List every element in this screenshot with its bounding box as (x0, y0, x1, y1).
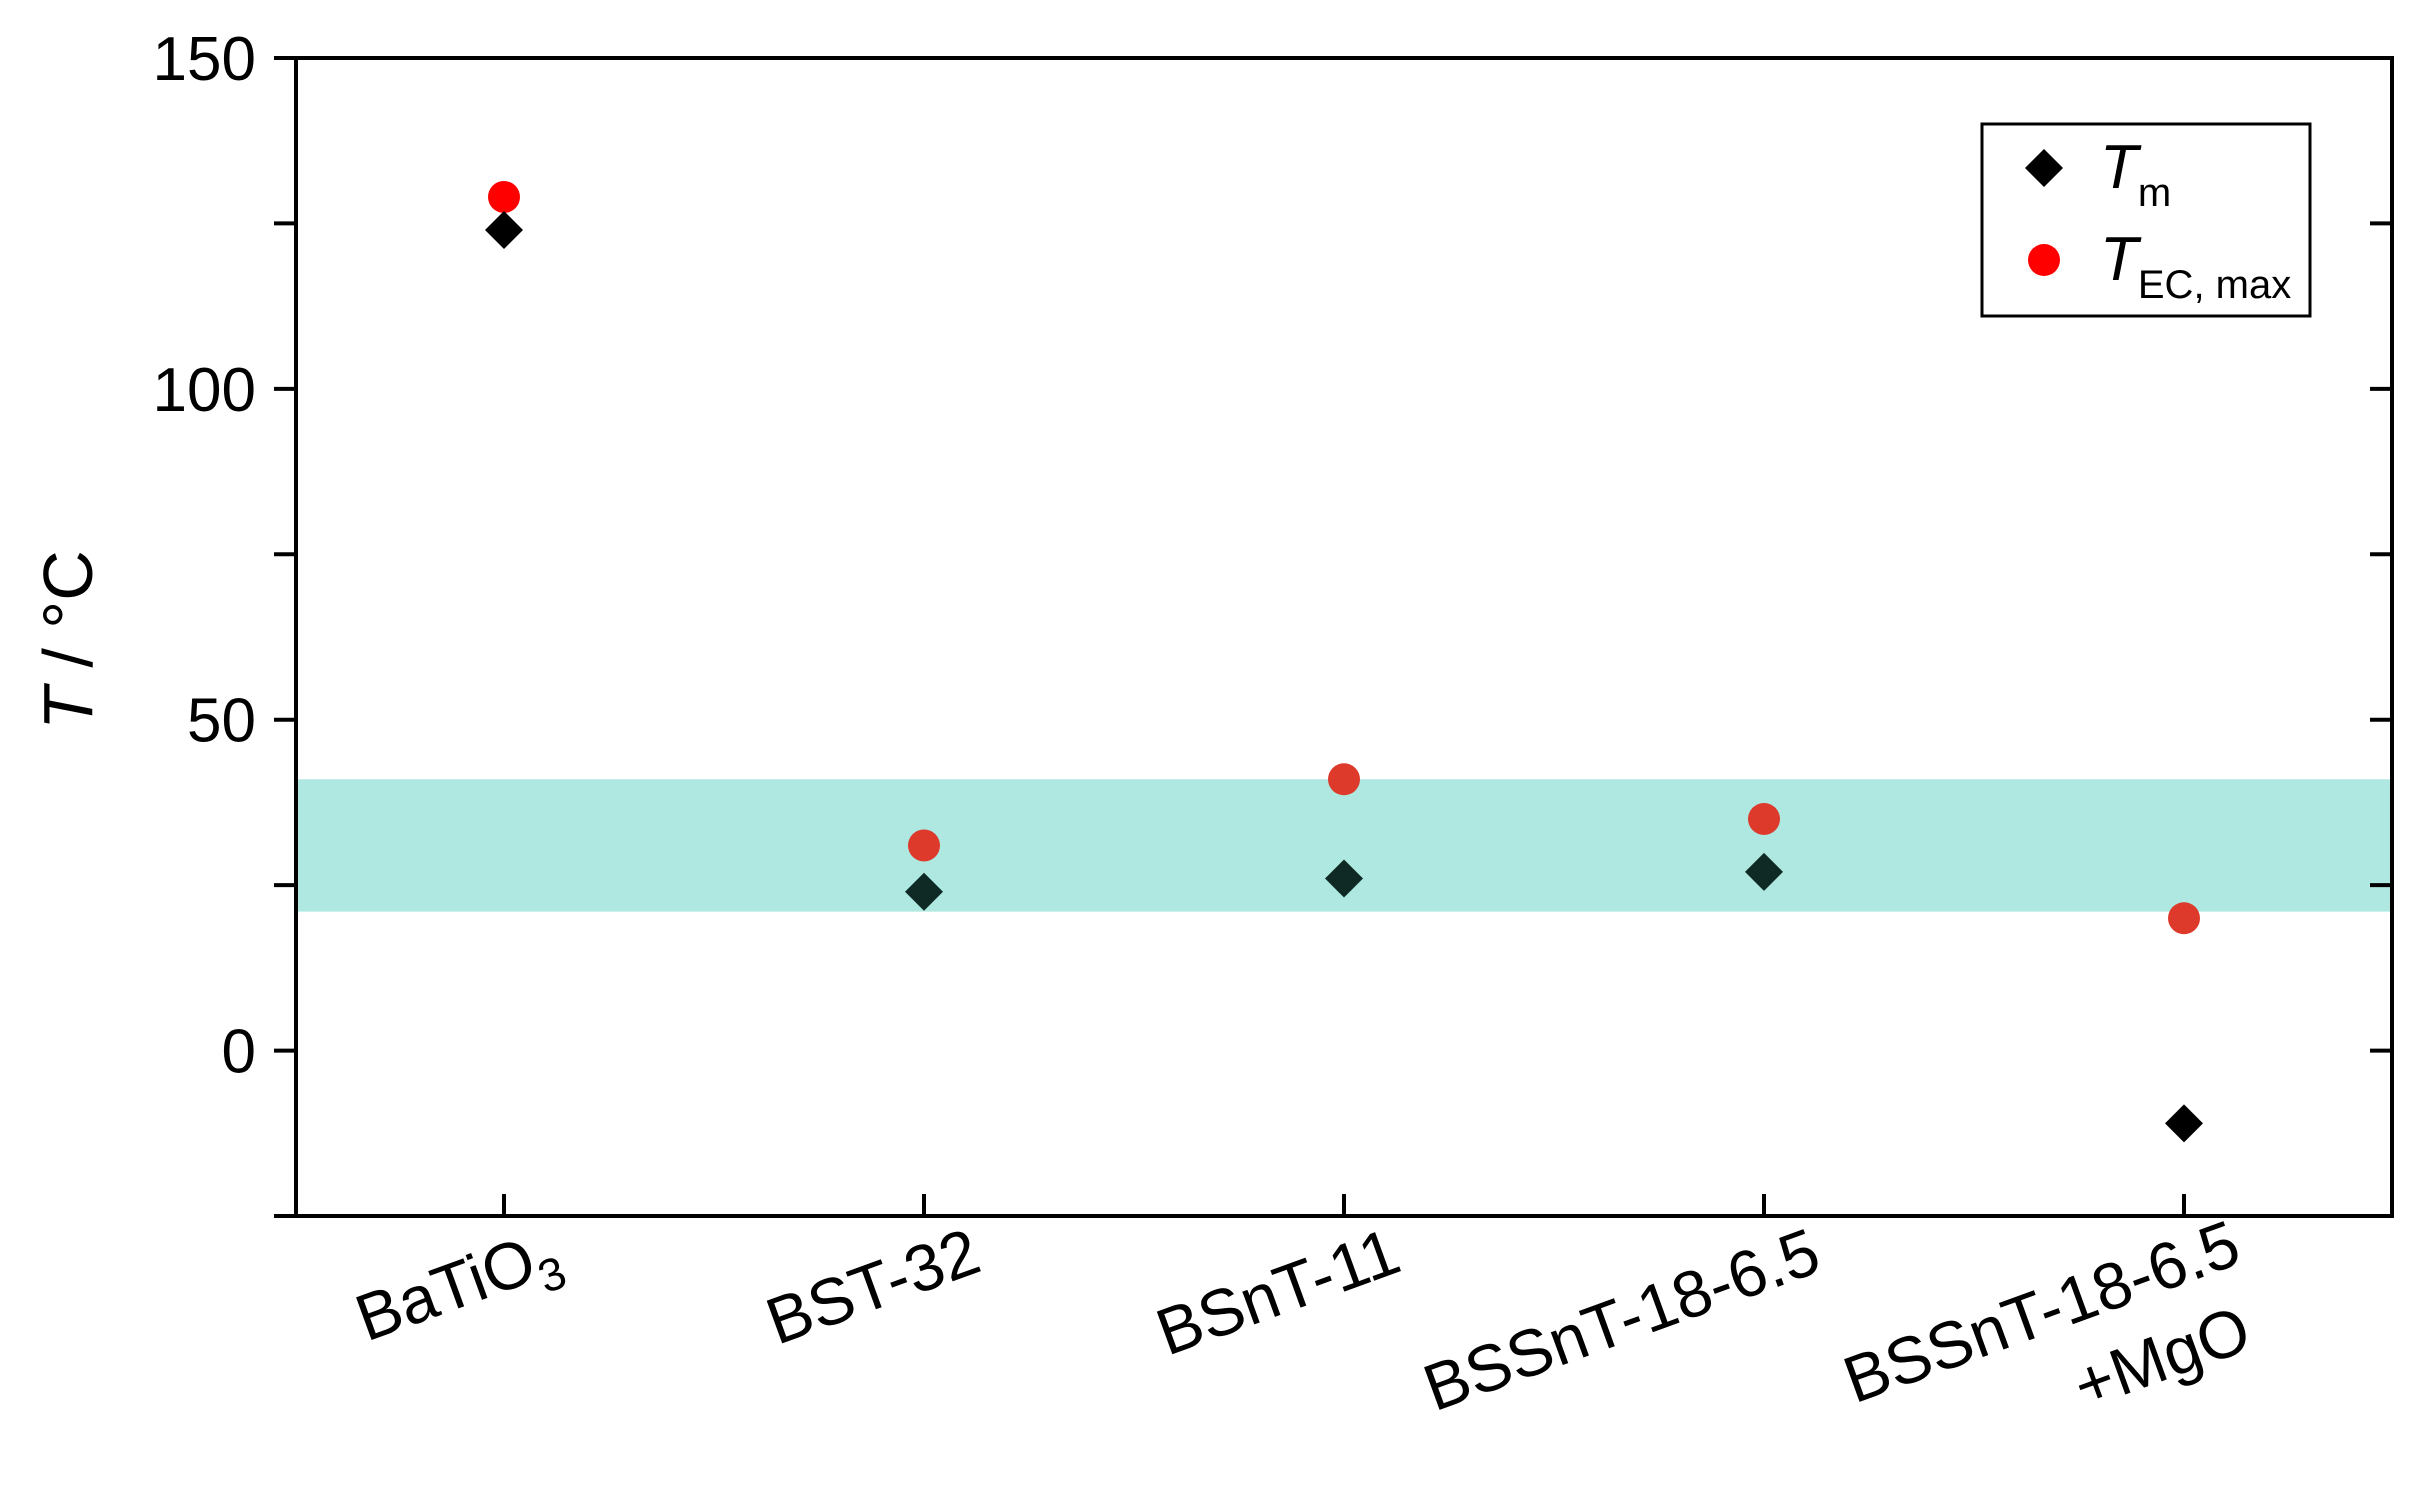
y-tick-label: 0 (222, 1018, 256, 1087)
y-tick-label: 50 (187, 687, 256, 756)
y-axis-title-symbol: T (29, 683, 107, 730)
legend-marker-tec-max (2028, 244, 2060, 276)
plot-frame (294, 56, 2394, 1218)
data-point-tec-max (1748, 802, 1780, 835)
legend-label-symbol: T (2100, 225, 2142, 294)
data-point-tm (2165, 1104, 2203, 1143)
y-tick-label: 150 (153, 25, 256, 94)
data-point-tm (1745, 852, 1783, 891)
data-point-tec-max (2168, 902, 2200, 935)
legend-box (1980, 122, 2312, 318)
y-axis-title: T / °C (29, 550, 107, 730)
legend-label-tec-max: TEC, max (2100, 225, 2291, 307)
y-tick-labels: 0 50 100 150 (153, 25, 256, 1087)
y-axis-label: T / °C (29, 550, 107, 730)
y-tick-label: 100 (153, 356, 256, 425)
marker-layer (485, 180, 2203, 1143)
legend-marker-tm (2025, 149, 2063, 187)
legend-label-subscript: EC, max (2138, 263, 2291, 307)
data-point-tm (905, 872, 943, 911)
data-point-tm (485, 211, 523, 250)
data-point-tec-max (488, 180, 520, 213)
data-point-tm (1325, 859, 1363, 898)
legend-label-subscript: m (2138, 171, 2171, 215)
y-axis-title-unit: / °C (29, 550, 107, 687)
data-point-tec-max (908, 829, 940, 862)
legend-label-symbol: T (2100, 133, 2142, 202)
legend-label-tm: Tm (2100, 133, 2171, 215)
data-point-tec-max (1328, 763, 1360, 796)
